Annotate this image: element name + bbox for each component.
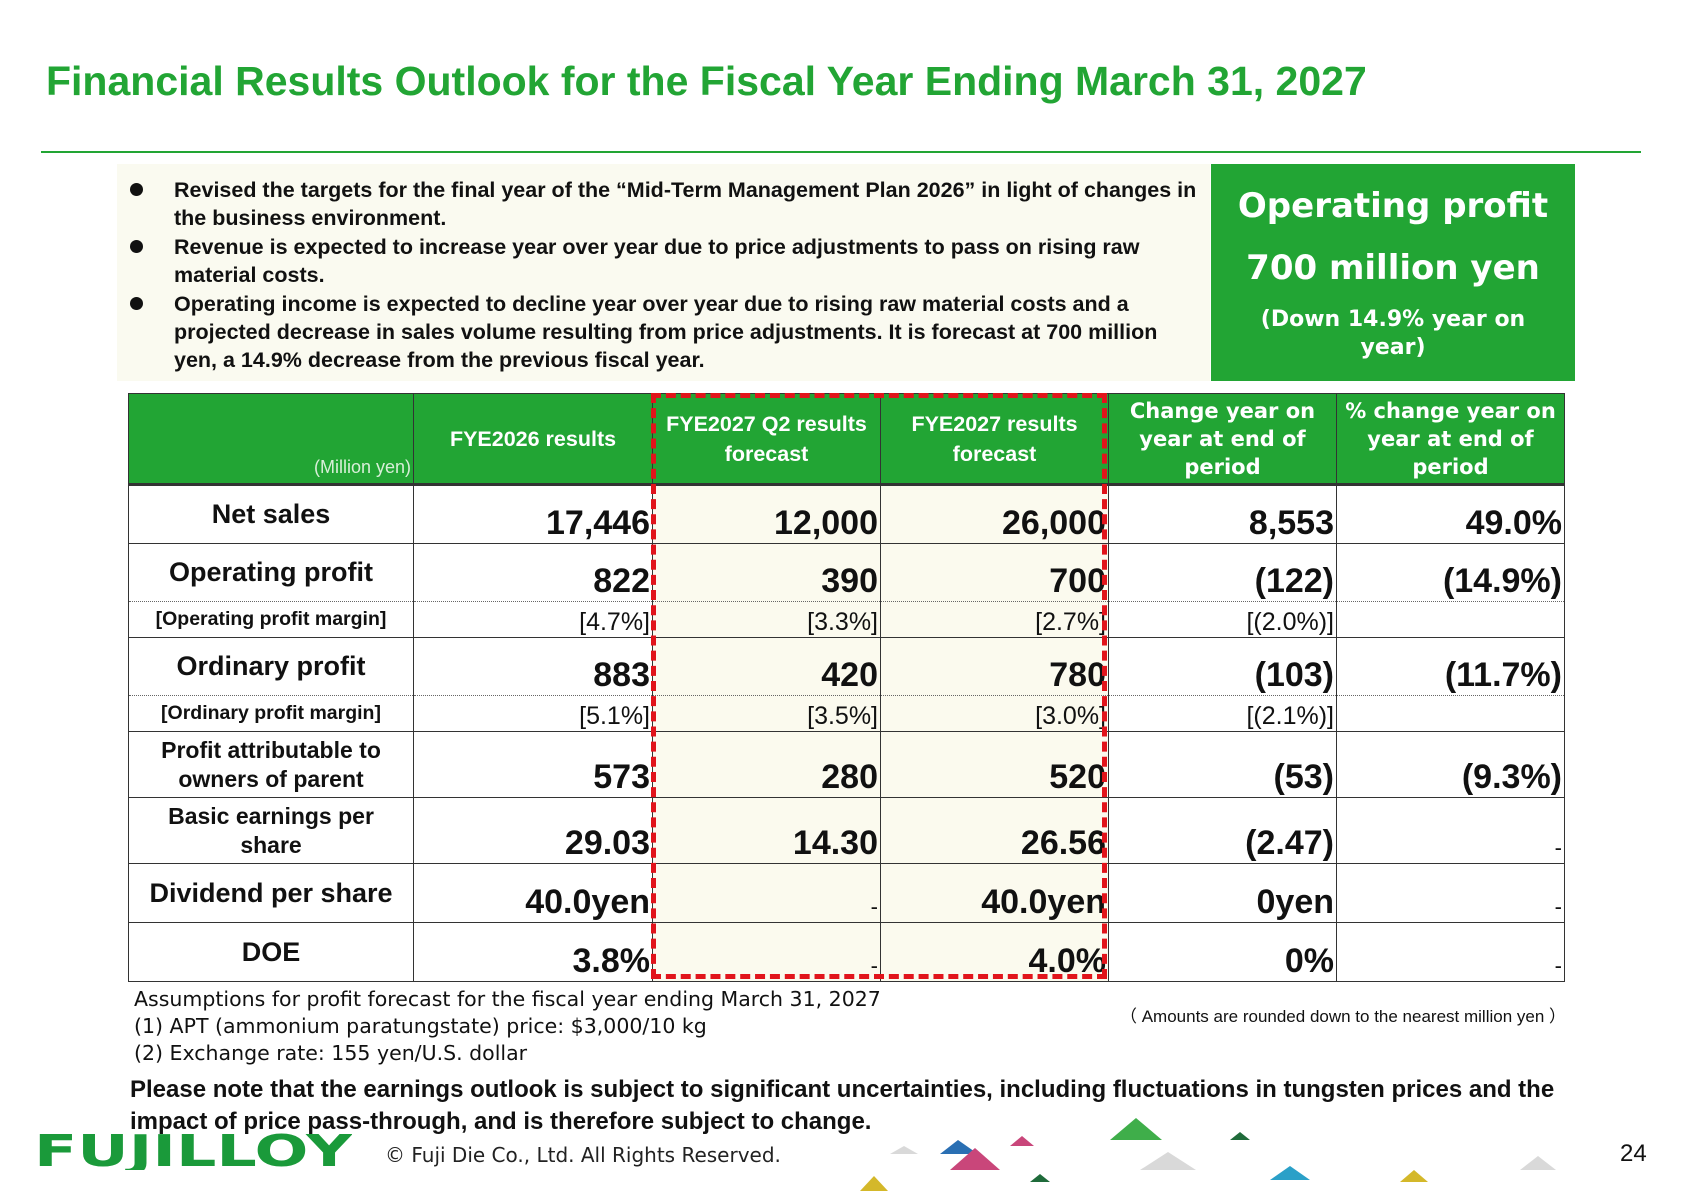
cell-value: [3.0%] [880, 695, 1109, 732]
cell-value: 14.30 [652, 797, 881, 864]
bullet-item: Revenue is expected to increase year ove… [117, 233, 1210, 289]
cell-value [1336, 601, 1565, 638]
cell-value: [(2.0%)] [1108, 601, 1337, 638]
cell-value: 700 [880, 543, 1109, 602]
cell-value: (2.47) [1108, 797, 1337, 864]
row-label: Profit attributable to owners of parent [128, 731, 414, 798]
unit-header: (Million yen) [128, 393, 414, 485]
row-label: Ordinary profit [128, 637, 414, 696]
table-header-row: (Million yen) FYE2026 results FYE2027 Q2… [128, 393, 1565, 485]
cell-value: 49.0% [1336, 483, 1565, 544]
cell-value: (11.7%) [1336, 637, 1565, 696]
assumption-exchange-rate: (2) Exchange rate: 155 yen/U.S. dollar [134, 1041, 528, 1065]
cell-value: 573 [413, 731, 653, 798]
row-label: [Ordinary profit margin] [128, 695, 414, 732]
cell-value: [5.1%] [413, 695, 653, 732]
table-row-dividend: Dividend per share 40.0yen - 40.0yen 0ye… [128, 863, 1565, 923]
table-row-eps: Basic earnings per share 29.03 14.30 26.… [128, 797, 1565, 864]
bullet-icon [130, 297, 143, 310]
bullet-item: Revised the targets for the final year o… [117, 176, 1210, 232]
table-row-ordinary-profit: Ordinary profit 883 420 780 (103) (11.7%… [128, 637, 1565, 696]
logo-wordmark: FUJILLOY [34, 1130, 352, 1170]
cell-value: 40.0yen [413, 863, 653, 923]
table-row-net-sales: Net sales 17,446 12,000 26,000 8,553 49.… [128, 483, 1565, 544]
cell-value [1336, 695, 1565, 732]
financial-outlook-table: (Million yen) FYE2026 results FYE2027 Q2… [128, 393, 1565, 982]
row-label: Net sales [128, 483, 414, 544]
cell-value: 822 [413, 543, 653, 602]
bullet-text: Revised the targets for the final year o… [174, 178, 1197, 230]
bullet-icon [130, 183, 143, 196]
cell-value: - [1336, 797, 1565, 864]
disclaimer: Please note that the earnings outlook is… [130, 1076, 1555, 1135]
cell-value: - [652, 922, 881, 982]
copyright: © Fuji Die Co., Ltd. All Rights Reserved… [385, 1143, 781, 1167]
cell-value: [(2.1%)] [1108, 695, 1337, 732]
col-header-fye2027: FYE2027 results forecast [880, 393, 1109, 485]
page-number: 24 [1620, 1140, 1647, 1167]
bullet-item: Operating income is expected to decline … [117, 290, 1210, 374]
operating-profit-highlight: Operating profit 700 million yen (Down 1… [1211, 164, 1575, 381]
cell-value: 0% [1108, 922, 1337, 982]
bullet-text: Revenue is expected to increase year ove… [174, 235, 1140, 287]
cell-value: [2.7%] [880, 601, 1109, 638]
cell-value: 8,553 [1108, 483, 1337, 544]
cell-value: 3.8% [413, 922, 653, 982]
cell-value: 780 [880, 637, 1109, 696]
highlight-title: Operating profit [1237, 186, 1549, 226]
cell-value: (14.9%) [1336, 543, 1565, 602]
col-header-fye2026: FYE2026 results [413, 393, 653, 485]
table-row-operating-margin: [Operating profit margin] [4.7%] [3.3%] … [128, 601, 1565, 638]
cell-value: 390 [652, 543, 881, 602]
col-header-change: Change year on year at end of period [1108, 393, 1337, 485]
cell-value: - [652, 863, 881, 923]
decorative-mountains [860, 1118, 1556, 1191]
page-title: Financial Results Outlook for the Fiscal… [46, 58, 1367, 104]
cell-value: 280 [652, 731, 881, 798]
row-label: Basic earnings per share [128, 797, 414, 864]
cell-value: [4.7%] [413, 601, 653, 638]
cell-value: - [1336, 922, 1565, 982]
assumptions-title: Assumptions for profit forecast for the … [134, 987, 881, 1011]
table-row-profit-parent: Profit attributable to owners of parent … [128, 731, 1565, 798]
cell-value: (103) [1108, 637, 1337, 696]
cell-value: 17,446 [413, 483, 653, 544]
cell-value: 4.0% [880, 922, 1109, 982]
unit-label: (Million yen) [313, 457, 411, 477]
col-header-fye2027-q2: FYE2027 Q2 results forecast [652, 393, 881, 485]
cell-value: 883 [413, 637, 653, 696]
row-label: DOE [128, 922, 414, 982]
cell-value: 420 [652, 637, 881, 696]
highlight-change: (Down 14.9% year on year) [1260, 307, 1526, 360]
rounding-note: （ Amounts are rounded down to the neares… [1120, 1007, 1567, 1026]
cell-value: 26.56 [880, 797, 1109, 864]
forecast-assumptions: Assumptions for profit forecast for the … [134, 986, 881, 1067]
table-row-ordinary-margin: [Ordinary profit margin] [5.1%] [3.5%] [… [128, 695, 1565, 732]
table-row-operating-profit: Operating profit 822 390 700 (122) (14.9… [128, 543, 1565, 602]
bullet-icon [130, 240, 143, 253]
cell-value: [3.3%] [652, 601, 881, 638]
title-divider [41, 151, 1641, 153]
table-row-doe: DOE 3.8% - 4.0% 0% - [128, 922, 1565, 982]
fujilloy-logo: FUJILLOY [34, 1130, 352, 1170]
row-label: Operating profit [128, 543, 414, 602]
cell-value: 40.0yen [880, 863, 1109, 923]
cell-value: 29.03 [413, 797, 653, 864]
cell-value: (122) [1108, 543, 1337, 602]
cell-value: 26,000 [880, 483, 1109, 544]
assumption-apt-price: (1) APT (ammonium paratungstate) price: … [134, 1014, 707, 1038]
cell-value: [3.5%] [652, 695, 881, 732]
row-label: Dividend per share [128, 863, 414, 923]
bullet-text: Operating income is expected to decline … [174, 292, 1158, 372]
cell-value: 12,000 [652, 483, 881, 544]
cell-value: 0yen [1108, 863, 1337, 923]
col-header-pct-change: % change year on year at end of period [1336, 393, 1565, 485]
cell-value: - [1336, 863, 1565, 923]
cell-value: 520 [880, 731, 1109, 798]
highlight-value: 700 million yen [1246, 248, 1540, 288]
cell-value: (9.3%) [1336, 731, 1565, 798]
row-label: [Operating profit margin] [128, 601, 414, 638]
cell-value: (53) [1108, 731, 1337, 798]
summary-bullets: Revised the targets for the final year o… [117, 164, 1210, 381]
